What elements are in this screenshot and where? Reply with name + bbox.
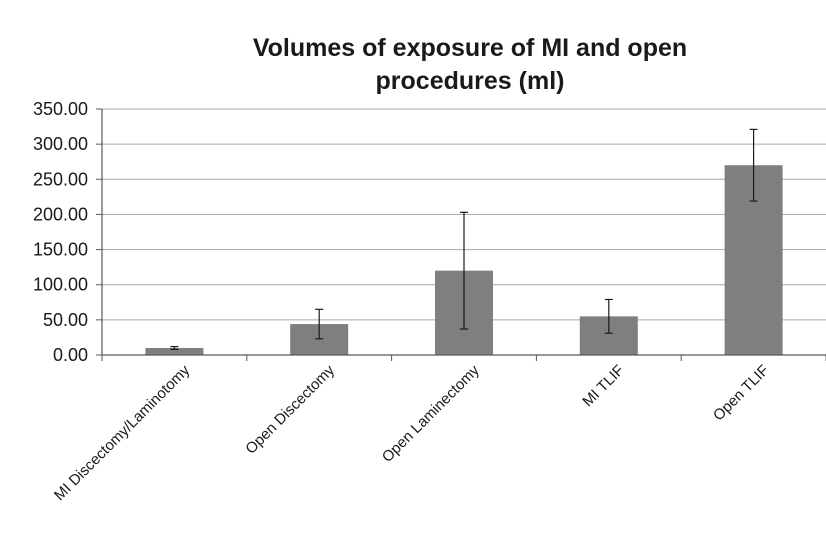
y-tick-label: 250.00 (33, 169, 88, 189)
y-tick-label: 300.00 (33, 134, 88, 154)
x-tick-label: Open Discectomy (242, 361, 338, 457)
y-tick-label: 0.00 (53, 345, 88, 365)
y-tick-label: 350.00 (33, 99, 88, 119)
x-tick-label: Open TLIF (710, 362, 773, 425)
x-tick-label: Open Laminectomy (379, 361, 483, 465)
x-axis-ticks: MI Discectomy/Laminotomy Open Discectomy O… (51, 355, 826, 504)
error-bars (170, 128, 758, 350)
y-tick-label: 50.00 (43, 310, 88, 330)
y-tick-label: 150.00 (33, 240, 88, 260)
bar (145, 347, 204, 355)
x-tick-label: MI TLIF (579, 362, 627, 410)
y-tick-label: 100.00 (33, 275, 88, 295)
x-tick-label: MI Discectomy/Laminotomy (51, 361, 194, 504)
y-tick-label: 200.00 (33, 204, 88, 224)
chart-title: Volumes of exposure of MI and open proce… (252, 34, 688, 95)
y-axis-ticks: 0.00 50.00 100.00 150.00 200.00 250.00 300.00 3… (33, 99, 102, 365)
axes (101, 109, 826, 356)
